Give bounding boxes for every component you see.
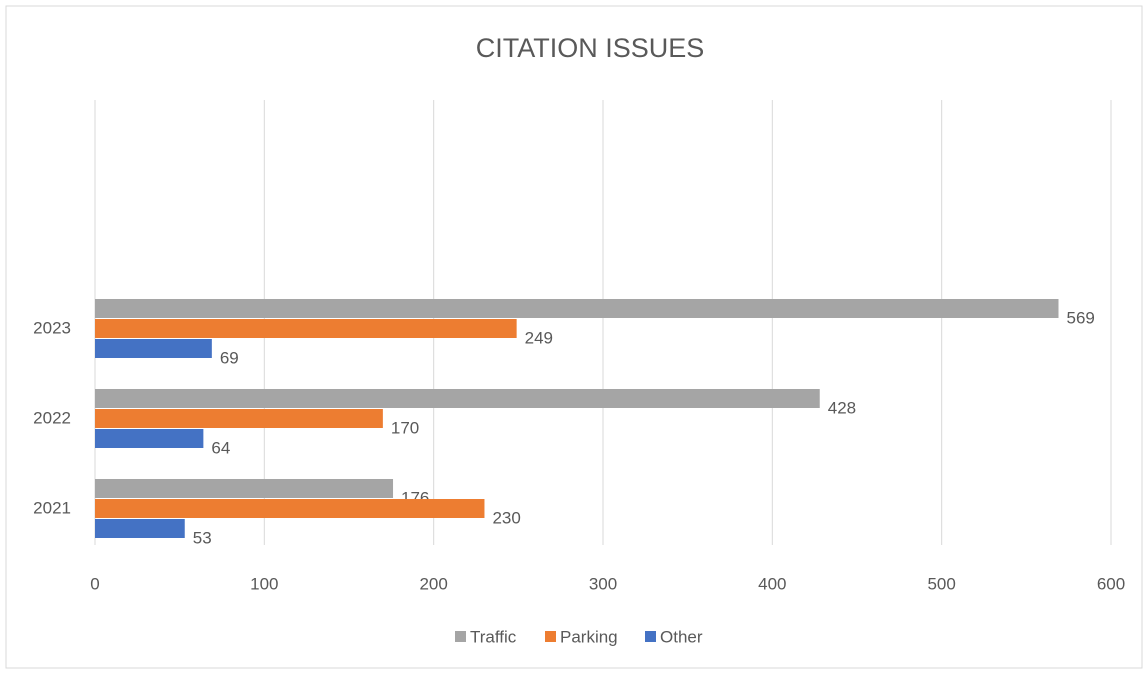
data-label: 69	[220, 348, 239, 367]
legend-label: Other	[660, 627, 703, 646]
data-label: 170	[391, 418, 419, 437]
x-tick-label: 500	[927, 574, 955, 593]
bar	[95, 429, 204, 448]
x-tick-label: 0	[90, 574, 99, 593]
legend-swatch	[545, 631, 556, 642]
legend-swatch	[455, 631, 466, 642]
data-label: 53	[193, 528, 212, 547]
bar	[95, 339, 212, 358]
legend-label: Traffic	[470, 627, 517, 646]
bar	[95, 499, 485, 518]
bar	[95, 479, 394, 498]
bar	[95, 409, 383, 428]
x-tick-label: 400	[758, 574, 786, 593]
bar	[95, 319, 517, 338]
y-tick-label: 2023	[33, 318, 71, 337]
y-tick-label: 2021	[33, 498, 71, 517]
chart-title: CITATION ISSUES	[476, 33, 705, 63]
y-tick-label: 2022	[33, 408, 71, 427]
x-tick-label: 100	[250, 574, 278, 593]
data-label: 230	[492, 508, 520, 527]
data-label: 249	[525, 328, 553, 347]
data-label: 64	[211, 438, 230, 457]
x-tick-label: 200	[419, 574, 447, 593]
bar	[95, 299, 1059, 318]
x-tick-label: 300	[589, 574, 617, 593]
x-tick-label: 600	[1097, 574, 1125, 593]
bar	[95, 389, 820, 408]
legend-label: Parking	[560, 627, 618, 646]
data-label: 428	[828, 398, 856, 417]
legend-swatch	[645, 631, 656, 642]
data-label: 569	[1067, 308, 1095, 327]
bar	[95, 519, 185, 538]
